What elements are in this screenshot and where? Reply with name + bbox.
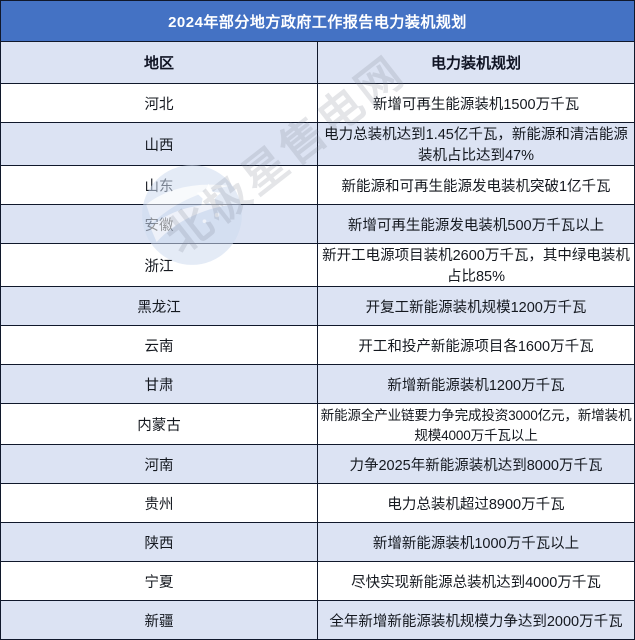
- cell-region: 新疆: [0, 600, 318, 640]
- table-row: 浙江 新开工电源项目装机2600万千瓦，其中绿电装机占比85%: [0, 243, 635, 287]
- cell-plan: 开工和投产新能源项目各1600万千瓦: [317, 325, 635, 365]
- table-row: 陕西 新增新能源装机1000万千瓦以上: [0, 522, 635, 562]
- table-title-row: 2024年部分地方政府工作报告电力装机规划: [0, 0, 635, 42]
- cell-plan: 新增可再生能源发电装机500万千瓦以上: [317, 204, 635, 244]
- cell-plan: 尽快实现新能源总装机达到4000万千瓦: [317, 561, 635, 601]
- cell-region: 黑龙江: [0, 286, 318, 326]
- cell-plan: 新开工电源项目装机2600万千瓦，其中绿电装机占比85%: [317, 243, 635, 287]
- table-row: 安徽 新增可再生能源发电装机500万千瓦以上: [0, 204, 635, 244]
- cell-plan: 开复工新能源装机规模1200万千瓦: [317, 286, 635, 326]
- table-row: 贵州 电力总装机超过8900万千瓦: [0, 483, 635, 523]
- cell-region: 河南: [0, 444, 318, 484]
- table-row: 河北 新增可再生能源装机1500万千瓦: [0, 83, 635, 123]
- cell-region: 河北: [0, 83, 318, 123]
- cell-region: 甘肃: [0, 364, 318, 404]
- cell-plan: 新能源全产业链要力争完成投资3000亿元，新增装机规模4000万千瓦以上: [317, 403, 635, 445]
- cell-region: 浙江: [0, 243, 318, 287]
- cell-plan: 全年新增新能源装机规模力争达到2000万千瓦: [317, 600, 635, 640]
- column-header-plan: 电力装机规划: [317, 41, 635, 84]
- cell-region: 山西: [0, 122, 318, 166]
- cell-region: 陕西: [0, 522, 318, 562]
- page-title: 2024年部分地方政府工作报告电力装机规划: [0, 0, 635, 42]
- cell-plan: 新增新能源装机1000万千瓦以上: [317, 522, 635, 562]
- cell-plan: 新增可再生能源装机1500万千瓦: [317, 83, 635, 123]
- cell-plan: 力争2025年新能源装机达到8000万千瓦: [317, 444, 635, 484]
- table-body: 河北 新增可再生能源装机1500万千瓦 山西 电力总装机达到1.45亿千瓦，新能…: [0, 83, 635, 640]
- table-row: 宁夏 尽快实现新能源总装机达到4000万千瓦: [0, 561, 635, 601]
- cell-region: 山东: [0, 165, 318, 205]
- table-row: 黑龙江 开复工新能源装机规模1200万千瓦: [0, 286, 635, 326]
- table-header-row: 地区 电力装机规划: [0, 41, 635, 84]
- table-row: 山西 电力总装机达到1.45亿千瓦，新能源和清洁能源装机占比达到47%: [0, 122, 635, 166]
- column-header-region: 地区: [0, 41, 318, 84]
- cell-plan: 新能源和可再生能源发电装机突破1亿千瓦: [317, 165, 635, 205]
- table-row: 甘肃 新增新能源装机1200万千瓦: [0, 364, 635, 404]
- table-row: 内蒙古 新能源全产业链要力争完成投资3000亿元，新增装机规模4000万千瓦以上: [0, 403, 635, 445]
- table-row: 河南 力争2025年新能源装机达到8000万千瓦: [0, 444, 635, 484]
- table-row: 山东 新能源和可再生能源发电装机突破1亿千瓦: [0, 165, 635, 205]
- cell-region: 安徽: [0, 204, 318, 244]
- cell-region: 贵州: [0, 483, 318, 523]
- table-row: 新疆 全年新增新能源装机规模力争达到2000万千瓦: [0, 600, 635, 640]
- cell-region: 内蒙古: [0, 403, 318, 445]
- cell-plan: 电力总装机超过8900万千瓦: [317, 483, 635, 523]
- table-row: 云南 开工和投产新能源项目各1600万千瓦: [0, 325, 635, 365]
- cell-plan: 电力总装机达到1.45亿千瓦，新能源和清洁能源装机占比达到47%: [317, 122, 635, 166]
- cell-region: 云南: [0, 325, 318, 365]
- cell-region: 宁夏: [0, 561, 318, 601]
- cell-plan: 新增新能源装机1200万千瓦: [317, 364, 635, 404]
